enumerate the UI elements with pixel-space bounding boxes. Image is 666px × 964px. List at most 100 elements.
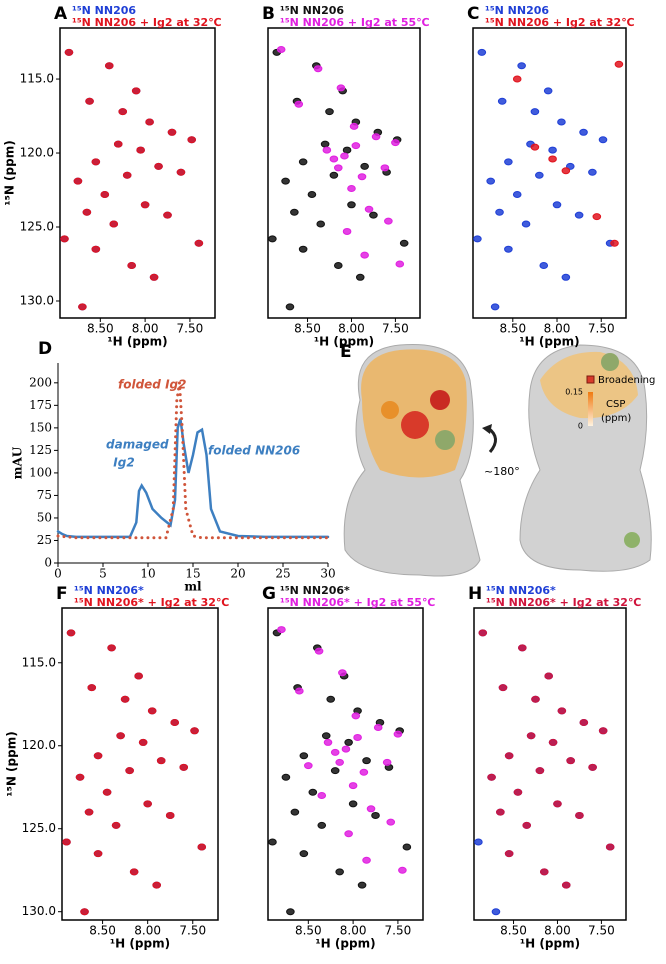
annotation: folded NN206 [208, 444, 300, 458]
peak [93, 752, 103, 760]
peak [165, 811, 175, 819]
peak [561, 167, 571, 175]
y-tick-label: 75 [37, 488, 52, 502]
peak [535, 767, 545, 775]
peak [167, 128, 177, 136]
peak [299, 752, 309, 760]
peak [147, 707, 157, 715]
legend-label: ¹⁵N NN206 + Ig2 at 55℃ [280, 16, 430, 29]
colorbar-label: 0.15 [565, 388, 583, 397]
peak [487, 773, 496, 781]
panel-letter: A [54, 4, 68, 24]
colorbar-title: CSP [606, 399, 625, 410]
peak [369, 211, 378, 219]
peak [295, 687, 304, 695]
peak [530, 108, 540, 116]
peak [535, 171, 544, 179]
peak [598, 136, 608, 144]
peak [304, 762, 313, 770]
peak [588, 763, 597, 771]
panel: D 0 5 10 15 20 25 30 0 25 50 75 100 125 150 175 200 ml mAU… [11, 339, 336, 594]
panel-letter: D [38, 339, 52, 359]
peak [610, 239, 619, 247]
peak [366, 805, 376, 813]
peak [357, 173, 367, 181]
legend-label: ¹⁵N NN206 [280, 4, 344, 17]
peak [548, 738, 558, 746]
peak [60, 235, 69, 243]
peak [322, 146, 332, 154]
peak [498, 684, 508, 692]
peak [286, 908, 295, 916]
peak [342, 146, 352, 154]
peak [359, 768, 369, 776]
x-tick-label: 8.00 [544, 924, 571, 938]
peak [574, 211, 584, 219]
peak [281, 177, 290, 185]
y-axis-label: mAU [11, 446, 25, 479]
peak [329, 171, 339, 179]
peak [579, 128, 588, 136]
x-tick-label: 10 [140, 567, 155, 581]
broadening-patch [430, 390, 450, 410]
peak [170, 719, 180, 727]
peak [504, 752, 514, 760]
peak [102, 788, 112, 796]
peak [561, 881, 571, 889]
peak [290, 808, 300, 816]
x-tick-label: 7.50 [179, 924, 206, 938]
peak [64, 48, 74, 56]
peak [362, 856, 371, 864]
peak [313, 65, 323, 73]
peak [314, 647, 324, 655]
peak [351, 142, 361, 150]
y-tick-label: 50 [37, 510, 52, 524]
peak [518, 644, 527, 652]
peak [351, 712, 361, 720]
panel: F ¹⁵N NN206*¹⁵N NN206* + Ig2 at 32℃ 8.50 8.… [5, 584, 230, 951]
peak [145, 118, 154, 126]
peak [335, 868, 344, 876]
x-axis-label: ¹H (ppm) [110, 937, 170, 951]
peak [156, 757, 166, 765]
x-axis-label: ¹H (ppm) [520, 937, 580, 951]
y-tick-label: 120.0 [20, 146, 54, 160]
peak [344, 830, 353, 838]
y-tick-label: 115.0 [22, 655, 56, 669]
annotation: folded Ig2 [118, 378, 186, 392]
peak [548, 146, 557, 154]
peak [143, 800, 152, 808]
peak [348, 800, 358, 808]
y-tick-label: 130.0 [22, 904, 56, 918]
panel-letter: H [468, 584, 482, 604]
peak [107, 644, 116, 652]
peak [73, 177, 83, 185]
peak [129, 868, 139, 876]
peak [154, 162, 163, 170]
peak [371, 811, 380, 819]
peak [93, 850, 103, 858]
peak [490, 303, 500, 311]
peak [386, 818, 396, 826]
legend-label: ¹⁵N NN206* + Ig2 at 32℃ [74, 596, 229, 609]
y-tick-label: 25 [37, 533, 52, 547]
peak [373, 723, 383, 731]
peak [317, 821, 327, 829]
peak [85, 97, 94, 105]
panel-letter: C [467, 4, 479, 24]
peak [140, 201, 150, 209]
panel-letter: B [262, 4, 275, 24]
legend-label: ¹⁵N NN206 [485, 4, 549, 17]
peak [504, 245, 513, 253]
peak [136, 146, 145, 154]
rotation-arrow [482, 424, 492, 434]
peak [399, 239, 409, 247]
peak [80, 908, 89, 916]
peak [323, 738, 333, 746]
y-tick-label: 100 [29, 465, 52, 479]
peak [552, 201, 562, 209]
peak [486, 177, 495, 185]
peak [122, 171, 132, 179]
